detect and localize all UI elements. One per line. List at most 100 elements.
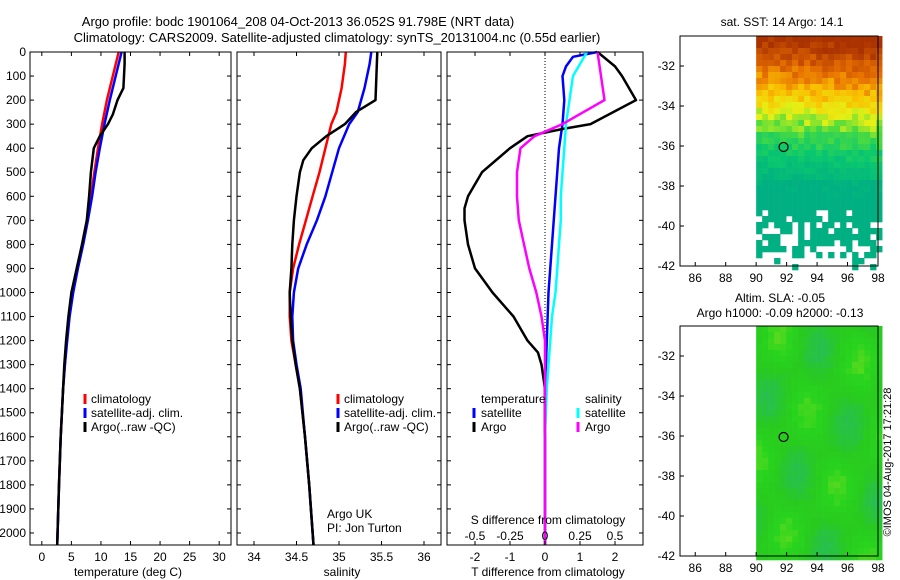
sla-cell (786, 464, 793, 471)
sla-cell (834, 344, 841, 351)
sla-cell (852, 530, 859, 537)
sla-cell (774, 464, 781, 471)
sst-cell (768, 186, 775, 193)
x-tick-label: 30 (212, 550, 226, 564)
sst-cell (870, 168, 877, 175)
sla-cell (810, 404, 817, 411)
sla-cell (828, 524, 835, 531)
sla-cell (756, 422, 763, 429)
y-tick-label: 1900 (0, 502, 26, 516)
sla-cell (828, 416, 835, 423)
sst-cell (816, 234, 823, 241)
legend-label: satellite-adj. clim. (91, 406, 183, 420)
sst-cell (786, 156, 793, 163)
sla-cell (774, 512, 781, 519)
sst-cell (834, 150, 841, 157)
sst-cell (840, 180, 847, 187)
sst-cell (780, 60, 787, 67)
sst-cell (870, 132, 877, 139)
sst-cell (762, 132, 769, 139)
sla-cell (852, 494, 859, 501)
salinity-xlabel: salinity (324, 565, 361, 579)
sla-cell (780, 332, 787, 339)
sla-cell (786, 476, 793, 483)
sst-cell (774, 96, 781, 103)
sla-cell (876, 518, 883, 525)
sla-cell (756, 416, 763, 423)
sla-cell (822, 482, 829, 489)
sla-cell (816, 488, 823, 495)
sst-cell (756, 108, 763, 115)
map-y-tick-label: -34 (658, 99, 676, 113)
sst-cell (828, 156, 835, 163)
sla-cell (822, 362, 829, 369)
sst-cell (774, 108, 781, 115)
sla-cell (852, 374, 859, 381)
sla-cell (798, 548, 805, 555)
x-tick-label: 25 (183, 550, 197, 564)
sst-cell (804, 192, 811, 199)
sla-cell (780, 434, 787, 441)
sla-cell (756, 470, 763, 477)
sst-cell (834, 114, 841, 121)
sst-cell (822, 36, 829, 43)
sla-cell (876, 392, 883, 399)
sla-cell (762, 332, 769, 339)
sst-cell (870, 72, 877, 79)
map-x-tick-label: 94 (810, 271, 824, 285)
sla-cell (822, 374, 829, 381)
sla-cell (792, 506, 799, 513)
sst-cell (858, 126, 865, 133)
sst-cell (816, 108, 823, 115)
sst-cell (792, 162, 799, 169)
sla-cell (756, 440, 763, 447)
sla-cell (876, 338, 883, 345)
sst-cell (792, 102, 799, 109)
sla-cell (762, 518, 769, 525)
sla-cell (774, 392, 781, 399)
sst-cell (804, 78, 811, 85)
difference_profile-series-temperature-satellite (543, 50, 598, 545)
sst-cell (816, 60, 823, 67)
sla-cell (840, 554, 847, 561)
sst-cell (768, 66, 775, 73)
sst-cell (798, 234, 805, 241)
sla-cell (822, 518, 829, 525)
sla-cell (810, 530, 817, 537)
sla-cell (804, 458, 811, 465)
sst-cell (780, 108, 787, 115)
sla-cell (798, 518, 805, 525)
sla-cell (774, 494, 781, 501)
map-x-tick-label: 92 (780, 561, 794, 575)
sst-cell (846, 186, 853, 193)
sst-cell (774, 36, 781, 43)
sst-cell (834, 126, 841, 133)
sst-cell (810, 90, 817, 97)
sla-cell (804, 416, 811, 423)
sla-cell (858, 506, 865, 513)
sst-cell (804, 114, 811, 121)
sst-cell (864, 78, 871, 85)
sla-cell (852, 332, 859, 339)
sst-cell (804, 60, 811, 67)
sst-cell (852, 150, 859, 157)
sst-cell (822, 138, 829, 145)
sst-cell (828, 42, 835, 49)
map-y-tick-label: -40 (658, 509, 676, 523)
sla-cell (846, 464, 853, 471)
sla-cell (864, 548, 871, 555)
sla-cell (846, 458, 853, 465)
sla-cell (792, 380, 799, 387)
sst-cell (858, 186, 865, 193)
sla-cell (810, 512, 817, 519)
sst-cell (768, 72, 775, 79)
sst-cell (762, 120, 769, 127)
sst-cell (846, 48, 853, 55)
sst-cell (816, 48, 823, 55)
sla-cell (876, 434, 883, 441)
sla-cell (822, 548, 829, 555)
sla-cell (828, 554, 835, 561)
x-tick-label: 2 (612, 550, 619, 564)
sst-cell (828, 108, 835, 115)
sst-cell (822, 108, 829, 115)
